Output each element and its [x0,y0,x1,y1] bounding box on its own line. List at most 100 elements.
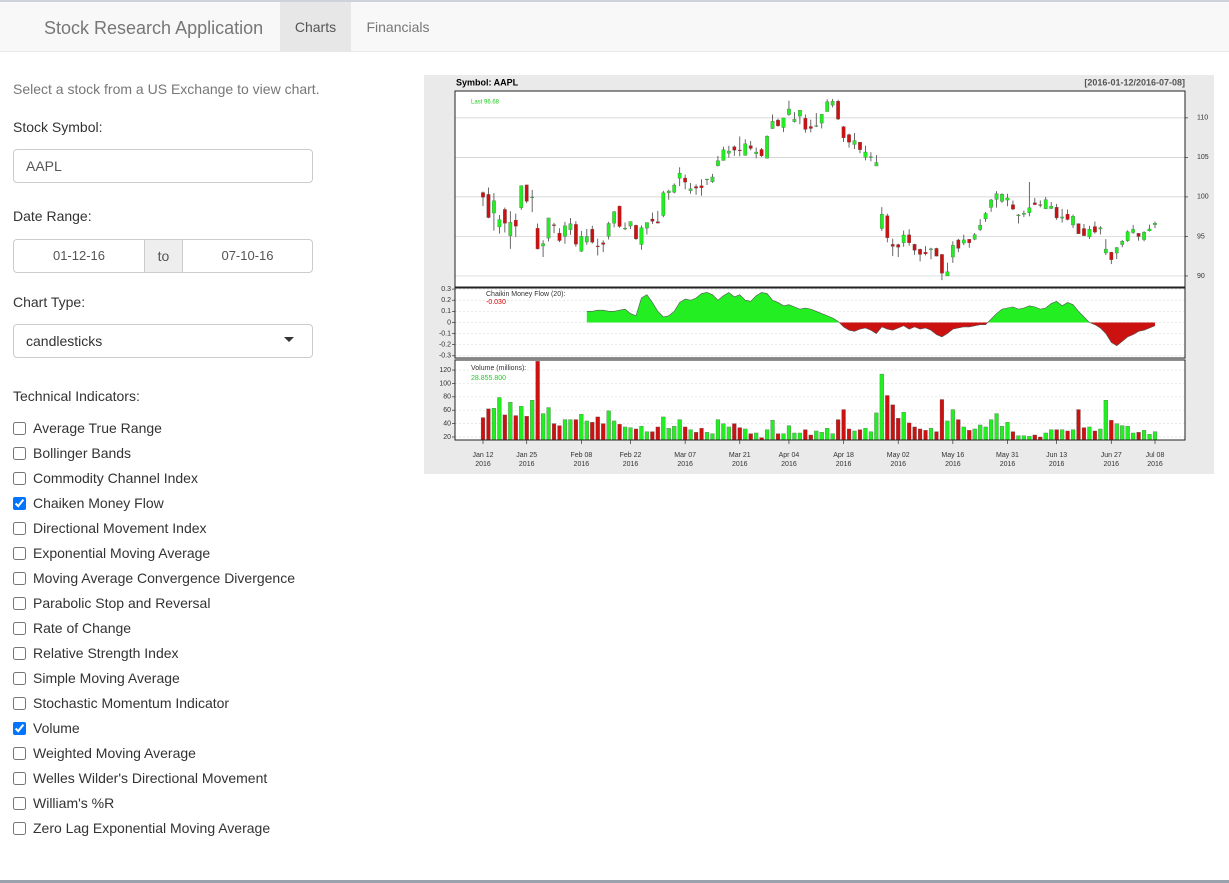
tab[interactable]: Financials [366,19,430,35]
indicator-label[interactable]: Exponential Moving Average [33,545,211,561]
x-tick-year: 2016 [475,461,491,468]
volume-bar [819,432,824,441]
symbol-input[interactable]: AAPL [13,149,313,183]
candle-body [535,228,540,250]
volume-bar [836,419,841,441]
indicator-checkbox[interactable] [13,422,26,435]
candle-body [530,196,535,198]
indicator-label[interactable]: Stochastic Momentum Indicator [33,695,230,711]
indicator-label[interactable]: Moving Average Convergence Divergence [33,570,296,586]
candle-body [497,219,502,228]
indicator-checkbox[interactable] [13,697,26,710]
indicator-checkbox[interactable] [13,772,26,785]
volume-bar [863,428,868,441]
indicator-label[interactable]: Average True Range [33,420,162,436]
indicator-checkbox[interactable] [13,497,26,510]
candle-body [863,151,868,158]
volume-bar [1032,434,1037,441]
tab[interactable]: Charts [280,2,351,52]
candle-body [617,205,622,227]
volume-bar [721,423,726,441]
candle-body [901,234,906,243]
volume-bar [622,426,628,441]
indicator-checkbox[interactable] [13,597,26,610]
x-tick-label: Apr 18 [833,452,854,459]
indicator-label[interactable]: Rate of Change [33,620,132,636]
indicator-label[interactable]: Commodity Channel Index [33,470,198,486]
indicator-label[interactable]: Volume [33,720,80,736]
indicator-label[interactable]: Parabolic Stop and Reversal [33,595,211,611]
indicator-label[interactable]: Weighted Moving Average [33,745,196,761]
indicator-checkbox[interactable] [13,747,26,760]
chart-type-select[interactable]: candlesticks [13,324,313,358]
indicator-checkbox[interactable] [13,647,26,660]
volume-bar [1136,432,1141,441]
candle-body [1071,216,1075,226]
indicator-checkbox[interactable] [13,472,26,485]
volume-bar [617,424,622,441]
indicator-checkbox[interactable] [13,447,26,460]
indicator-checkbox[interactable] [13,622,26,635]
volume-bar [814,430,819,441]
candle-body [1032,202,1037,205]
indicator-checkbox[interactable] [13,797,26,810]
y-tick-label: 0.1 [441,308,451,315]
x-tick-label: Mar 07 [674,452,696,459]
candle-body [1027,207,1032,213]
x-tick-label: Mar 21 [729,452,751,459]
volume-bar [546,407,551,441]
indicator-label[interactable]: Zero Lag Exponential Moving Average [33,820,271,836]
indicator-label[interactable]: Welles Wilder's Directional Movement [33,770,268,786]
volume-bar [1147,434,1152,441]
volume-bar [1060,429,1065,441]
volume-bar [612,420,617,441]
volume-bar [699,428,704,441]
candle-body [650,218,655,222]
volume-bar [732,423,737,441]
candle-body [1120,241,1125,245]
footer-line [0,880,1229,883]
volume-bar [775,433,781,441]
indicator-label[interactable]: Relative Strength Index [33,645,179,661]
candle-body [830,101,835,106]
volume-bar [590,422,595,441]
indicator-label[interactable]: Chaiken Money Flow [33,495,164,511]
cmf-last: -0.030 [486,299,506,306]
candle-body [568,223,573,230]
candle-body [847,134,851,143]
indicator-checkbox[interactable] [13,672,26,685]
candle-body [1087,229,1092,238]
indicator-checkbox[interactable] [13,572,26,585]
candle-body [661,192,666,216]
indicator-checkbox[interactable] [13,822,26,835]
candle-body [890,244,895,247]
indicator-checkbox[interactable] [13,722,26,735]
candle-body [579,236,584,252]
indicator-label[interactable]: Bollinger Bands [33,445,132,461]
volume-bar [606,410,611,441]
date-from[interactable]: 01-12-16 [13,239,145,273]
indicator-checkbox[interactable] [13,547,26,560]
candle-body [546,217,551,239]
brand[interactable]: Stock Research Application [44,18,264,38]
candle-body [481,192,485,198]
volume-bar [579,414,584,441]
candle-body [639,227,644,245]
indicator-label[interactable]: William's %R [33,795,115,811]
indicator-label[interactable]: Simple Moving Average [33,670,180,686]
volume-bar [530,400,535,441]
indicator-checkbox[interactable] [13,522,26,535]
volume-bar [584,420,589,441]
volume-bar [950,409,955,441]
volume-bar [486,408,491,441]
x-tick-label: May 16 [941,452,964,459]
volume-bar [519,406,524,441]
volume-bar [513,415,518,441]
volume-bar [885,395,890,441]
date-to[interactable]: 07-10-16 [182,239,313,273]
indicator-label[interactable]: Directional Movement Index [33,520,207,536]
volume-bar [857,429,863,441]
candle-body [896,244,901,248]
y-tick-label: -0.1 [439,330,451,337]
volume-bar [710,433,715,441]
